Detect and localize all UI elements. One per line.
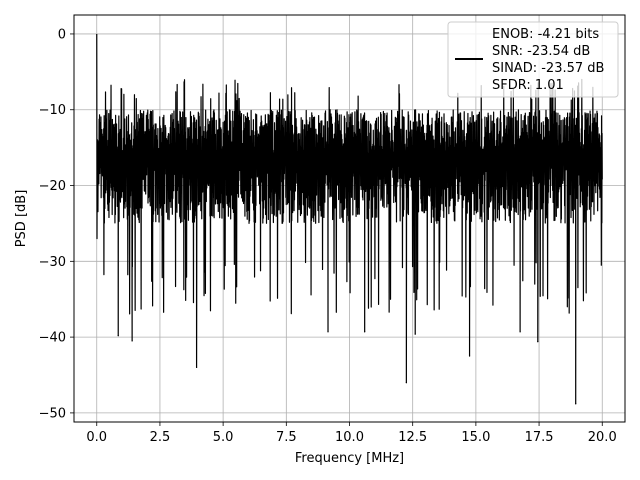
legend-enob: ENOB: -4.21 bits — [492, 27, 599, 42]
y-tick-label: −50 — [39, 406, 66, 421]
legend-box — [447, 21, 619, 98]
y-tick-label: 0 — [58, 27, 66, 42]
psd-dip-point — [414, 333, 416, 335]
psd-dip-point — [575, 403, 577, 405]
y-axis-label: PSD [dB] — [14, 190, 29, 248]
x-tick-label: 10.0 — [335, 430, 364, 445]
psd-dip-point — [327, 331, 329, 333]
psd-dip-point — [468, 355, 471, 357]
psd-dip-point — [519, 331, 521, 333]
psd-dip-point — [405, 381, 407, 384]
y-tick-label: −30 — [39, 255, 66, 270]
x-tick-label: 0.0 — [86, 430, 107, 445]
legend-sinad: SINAD: -23.57 dB — [492, 61, 604, 76]
y-tick-label: −40 — [39, 331, 66, 346]
legend-sfdr: SFDR: 1.01 — [492, 78, 564, 93]
y-tick-label: −20 — [39, 179, 66, 194]
x-tick-label: 20.0 — [588, 430, 617, 445]
x-tick-label: 7.5 — [276, 430, 297, 445]
legend: ENOB: -4.21 bits SNR: -23.54 dB SINAD: -… — [447, 21, 619, 98]
x-tick-label: 17.5 — [525, 430, 554, 445]
psd-dip-point — [195, 366, 198, 369]
y-tick-label: −10 — [39, 103, 66, 118]
x-axis-label: Frequency [MHz] — [295, 451, 404, 466]
psd-dip-point — [364, 331, 366, 333]
x-tick-label: 12.5 — [398, 430, 427, 445]
psd-dip-point — [117, 334, 119, 337]
psd-series-line — [96, 33, 603, 405]
legend-snr: SNR: -23.54 dB — [492, 44, 590, 59]
psd-dip-point — [131, 340, 133, 342]
x-tick-label: 2.5 — [150, 430, 171, 445]
x-tick-label: 5.0 — [213, 430, 234, 445]
psd-dip-point — [537, 341, 539, 343]
x-tick-label: 15.0 — [461, 430, 490, 445]
y-axis: 0 −10 −20 −30 −40 −50 — [39, 27, 74, 421]
series-layer — [96, 33, 603, 405]
x-axis: 0.0 2.5 5.0 7.5 10.0 12.5 15.0 17.5 20.0 — [86, 422, 617, 445]
